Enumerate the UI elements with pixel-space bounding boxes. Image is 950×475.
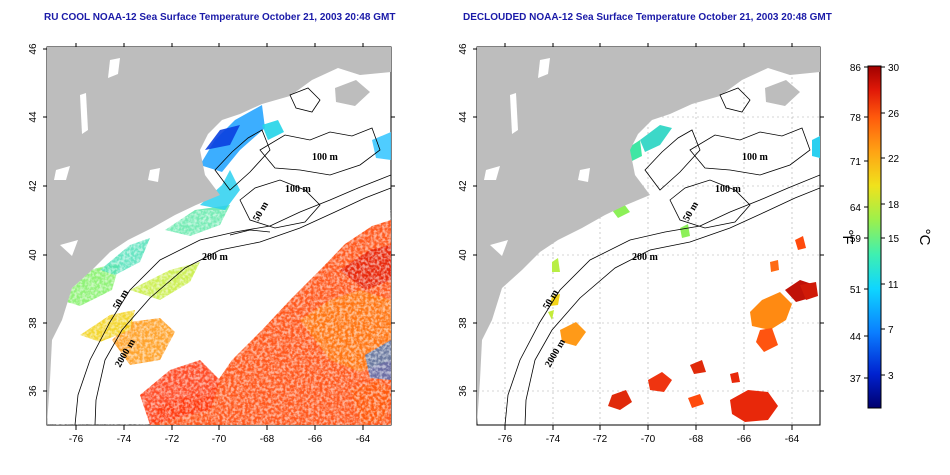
celsius-tick-label: 22 <box>888 154 900 165</box>
fahrenheit-tick-label: 51 <box>850 285 862 296</box>
contour-label-100m: 100 m <box>312 152 339 163</box>
lat-tick-label: 42 <box>28 180 39 192</box>
fahrenheit-tick-label: 37 <box>850 374 862 385</box>
lon-tick-label: -74 <box>546 434 561 445</box>
lat-tick-label: 38 <box>28 317 39 329</box>
lon-tick-label: -66 <box>737 434 752 445</box>
celsius-unit-label: °C <box>916 229 933 246</box>
celsius-tick-label: 15 <box>888 234 900 245</box>
celsius-tick-label: 18 <box>888 200 900 211</box>
right-lat-labels: 36 38 40 42 44 46 <box>458 43 469 397</box>
lon-tick-label: -70 <box>212 434 227 445</box>
fahrenheit-tick-label: 71 <box>850 157 862 168</box>
right-grid <box>477 47 820 425</box>
left-lat-labels: 36 38 40 42 44 46 <box>28 43 39 397</box>
fahrenheit-tick-label: 64 <box>850 203 862 214</box>
lat-tick-label: 40 <box>458 249 469 261</box>
lon-tick-label: -76 <box>69 434 84 445</box>
lat-tick-label: 36 <box>458 385 469 397</box>
fahrenheit-ticks: 86 78 71 64 59 51 44 37 <box>850 63 862 385</box>
celsius-tick-label: 11 <box>888 280 899 291</box>
lat-tick-label: 36 <box>28 385 39 397</box>
lat-tick-label: 46 <box>458 43 469 55</box>
left-lakes <box>54 58 160 256</box>
celsius-ticks: 30 26 22 18 15 11 7 3 <box>888 63 900 382</box>
left-lon-labels: -76 -74 -72 -70 -68 -66 -64 <box>69 434 371 445</box>
fahrenheit-unit-label: °F <box>839 229 856 244</box>
right-sst-overlay <box>548 125 820 422</box>
right-land <box>477 47 820 425</box>
celsius-tick-label: 3 <box>888 371 894 382</box>
celsius-tick-label: 30 <box>888 63 900 74</box>
lon-tick-label: -74 <box>117 434 132 445</box>
left-map-title: RU COOL NOAA-12 Sea Surface Temperature … <box>44 12 396 23</box>
right-lon-axis <box>504 43 793 430</box>
lon-tick-label: -72 <box>593 434 608 445</box>
right-map-title: DECLOUDED NOAA-12 Sea Surface Temperatur… <box>463 12 832 23</box>
lon-tick-label: -72 <box>165 434 180 445</box>
lon-tick-label: -76 <box>498 434 513 445</box>
right-lon-labels: -76 -74 -72 -70 -68 -66 -64 <box>498 434 800 445</box>
left-land <box>47 47 391 425</box>
lon-tick-label: -68 <box>689 434 704 445</box>
lon-tick-label: -70 <box>641 434 656 445</box>
fahrenheit-tick-label: 59 <box>850 234 862 245</box>
contour-label-100m: 100 m <box>715 184 742 195</box>
temperature-colorbar: 86 78 71 64 59 51 44 37 30 26 22 18 15 1… <box>839 63 933 409</box>
lon-tick-label: -66 <box>308 434 323 445</box>
left-lon-axis <box>75 43 364 430</box>
lat-tick-label: 46 <box>28 43 39 55</box>
contour-label-100m: 100 m <box>285 184 312 195</box>
left-map-panel: 100 m 100 m 50 m 200 m 50 m 2000 m -76 -… <box>28 43 395 445</box>
lat-tick-label: 44 <box>28 111 39 123</box>
left-depth-contours <box>74 87 391 425</box>
right-lat-axis <box>473 48 824 392</box>
right-depth-contours <box>504 87 820 425</box>
lat-tick-label: 38 <box>458 317 469 329</box>
lon-tick-label: -64 <box>356 434 371 445</box>
right-lakes <box>484 58 590 256</box>
celsius-tick-label: 26 <box>888 109 900 120</box>
colorbar-gradient <box>867 65 882 409</box>
contour-label-200m: 200 m <box>202 252 229 263</box>
fahrenheit-tick-label: 86 <box>850 63 862 74</box>
left-lat-axis <box>43 48 395 392</box>
lat-tick-label: 40 <box>28 249 39 261</box>
lat-tick-label: 42 <box>458 180 469 192</box>
lat-tick-label: 44 <box>458 111 469 123</box>
fahrenheit-tick-label: 44 <box>850 332 862 343</box>
contour-label-100m: 100 m <box>742 152 769 163</box>
fahrenheit-tick-label: 78 <box>850 113 862 124</box>
lon-tick-label: -68 <box>260 434 275 445</box>
celsius-tick-label: 7 <box>888 325 894 336</box>
lon-tick-label: -64 <box>785 434 800 445</box>
contour-label-200m: 200 m <box>632 252 659 263</box>
right-map-panel: 100 m 100 m 50 m 200 m 50 m 2000 m -76 -… <box>458 43 824 445</box>
